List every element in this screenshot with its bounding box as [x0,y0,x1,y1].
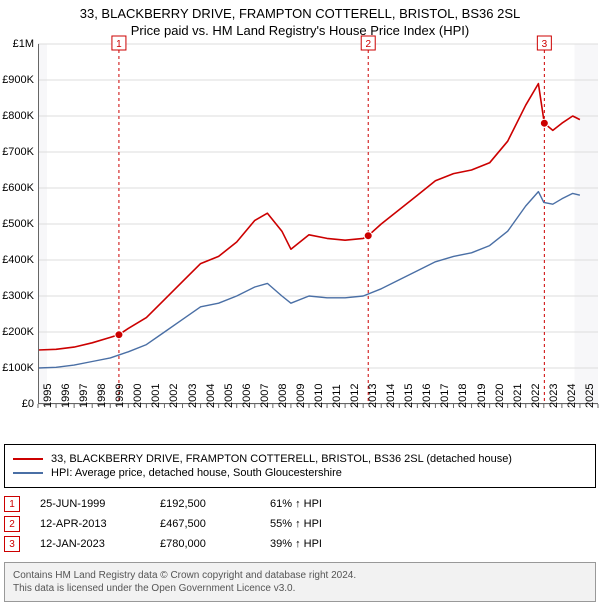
xtick-label: 1995 [42,384,54,408]
ytick-label: £700K [2,146,34,158]
xtick-label: 2023 [548,384,560,408]
xtick-label: 2000 [132,384,144,408]
footer-line1: Contains HM Land Registry data © Crown c… [13,569,587,582]
transaction-marker-3: 3 [4,536,20,552]
ytick-label: £800K [2,110,34,122]
legend: 33, BLACKBERRY DRIVE, FRAMPTON COTTERELL… [4,444,596,488]
ytick-label: £1M [13,38,34,50]
transaction-price: £780,000 [160,538,270,550]
xtick-label: 2007 [259,384,271,408]
transaction-price: £467,500 [160,518,270,530]
xtick-label: 2017 [439,384,451,408]
footer-line2: This data is licensed under the Open Gov… [13,582,587,595]
xtick-label: 1999 [114,384,126,408]
xtick-label: 2009 [295,384,307,408]
xtick-label: 2005 [223,384,235,408]
xtick-label: 2002 [168,384,180,408]
ytick-label: £500K [2,218,34,230]
transaction-marker-1: 1 [4,496,20,512]
xtick-label: 2003 [187,384,199,408]
transaction-hpi: 55% ↑ HPI [270,518,380,530]
transaction-date: 12-APR-2013 [40,518,160,530]
xtick-label: 2004 [205,384,217,408]
xtick-label: 2012 [349,384,361,408]
title-block: 33, BLACKBERRY DRIVE, FRAMPTON COTTERELL… [0,0,600,40]
transaction-row: 3 12-JAN-2023 £780,000 39% ↑ HPI [4,536,596,552]
xtick-label: 1996 [60,384,72,408]
transaction-row: 1 25-JUN-1999 £192,500 61% ↑ HPI [4,496,596,512]
transaction-hpi: 61% ↑ HPI [270,498,380,510]
xtick-label: 2025 [584,384,596,408]
xtick-label: 2008 [277,384,289,408]
xtick-label: 1998 [96,384,108,408]
legend-label-hpi: HPI: Average price, detached house, Sout… [51,467,342,479]
transaction-date: 25-JUN-1999 [40,498,160,510]
legend-row-hpi: HPI: Average price, detached house, Sout… [13,467,587,479]
transaction-hpi: 39% ↑ HPI [270,538,380,550]
xtick-label: 2015 [403,384,415,408]
xtick-label: 2021 [512,384,524,408]
xtick-label: 2011 [331,384,343,408]
footer: Contains HM Land Registry data © Crown c… [4,562,596,602]
xtick-label: 2022 [530,384,542,408]
transactions-table: 1 25-JUN-1999 £192,500 61% ↑ HPI 2 12-AP… [4,496,596,552]
transaction-row: 2 12-APR-2013 £467,500 55% ↑ HPI [4,516,596,532]
xtick-label: 2024 [566,384,578,408]
ytick-label: £200K [2,326,34,338]
xtick-label: 2019 [476,384,488,408]
ytick-label: £300K [2,290,34,302]
ytick-label: £600K [2,182,34,194]
plot-border [38,44,598,404]
title-line1: 33, BLACKBERRY DRIVE, FRAMPTON COTTERELL… [8,6,592,21]
legend-swatch-property [13,458,43,460]
xtick-label: 2010 [313,384,325,408]
legend-label-property: 33, BLACKBERRY DRIVE, FRAMPTON COTTERELL… [51,453,512,465]
xtick-label: 2018 [457,384,469,408]
legend-row-property: 33, BLACKBERRY DRIVE, FRAMPTON COTTERELL… [13,453,587,465]
ytick-label: £900K [2,74,34,86]
title-line2: Price paid vs. HM Land Registry's House … [8,23,592,38]
plot-area: 123 £0£100K£200K£300K£400K£500K£600K£700… [38,44,598,404]
transaction-date: 12-JAN-2023 [40,538,160,550]
xtick-label: 2006 [241,384,253,408]
xtick-label: 2016 [421,384,433,408]
transaction-marker-2: 2 [4,516,20,532]
legend-swatch-hpi [13,472,43,474]
ytick-label: £100K [2,362,34,374]
xtick-label: 1997 [78,384,90,408]
xtick-label: 2001 [150,384,162,408]
ytick-label: £400K [2,254,34,266]
xtick-label: 2013 [367,384,379,408]
chart-container: 33, BLACKBERRY DRIVE, FRAMPTON COTTERELL… [0,0,600,602]
xtick-label: 2020 [494,384,506,408]
xtick-label: 2014 [385,384,397,408]
transaction-price: £192,500 [160,498,270,510]
ytick-label: £0 [22,398,34,410]
